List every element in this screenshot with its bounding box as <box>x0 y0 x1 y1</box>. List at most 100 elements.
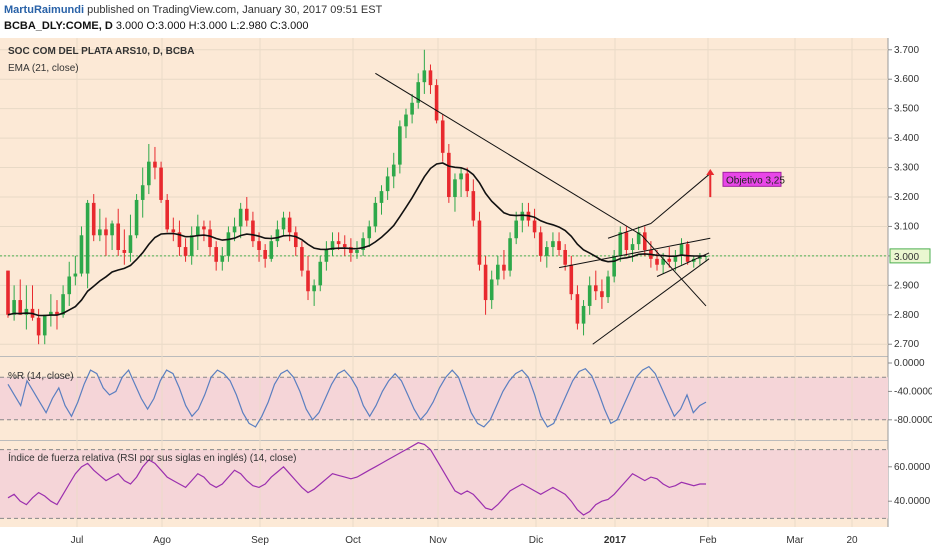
williams-r-label: %R (14, close) <box>8 371 74 382</box>
candle-body <box>398 126 402 165</box>
candle-body <box>67 276 72 295</box>
candle-body <box>24 308 29 315</box>
ohlc-line: BCBA_DLY:COME, D 3.000 O:3.000 H:3.000 L… <box>4 20 309 32</box>
price-scale-bg <box>888 0 932 550</box>
pane-labels: SOC COM DEL PLATA ARS10, D, BCBA EMA (21… <box>8 46 296 464</box>
candle-body <box>593 285 598 292</box>
x-tick-label: Ago <box>153 535 171 546</box>
candle-body <box>36 317 41 336</box>
candle-body <box>306 270 310 292</box>
candle-body <box>508 238 512 271</box>
x-tick-label: Dic <box>529 535 543 546</box>
chart-header: MartuRaimundi published on TradingView.c… <box>0 0 932 36</box>
candle-body <box>385 176 390 192</box>
candle-body <box>220 255 225 262</box>
candle-body <box>569 264 574 295</box>
ema-line <box>7 162 706 317</box>
lower-channel-line[interactable] <box>592 258 710 345</box>
price-tick-label: 3.600 <box>894 74 919 85</box>
candle-body <box>624 232 629 250</box>
price-tick-label: 3.200 <box>894 192 919 203</box>
ema-layer <box>7 162 706 317</box>
candle-body <box>128 235 133 253</box>
price-tick-label: 2.900 <box>894 280 919 291</box>
candle-body <box>575 294 580 324</box>
candle-body <box>496 264 500 280</box>
candle-body <box>110 223 114 236</box>
candle-body <box>551 241 555 248</box>
rsi-line <box>7 442 706 516</box>
x-tick-label: 2017 <box>604 535 627 546</box>
candle-body <box>673 255 678 262</box>
candle-body <box>520 211 525 221</box>
candle-body <box>91 202 96 236</box>
trendline-drawings[interactable]: Objetivo 3,25 <box>375 72 785 345</box>
candle-body <box>281 217 286 230</box>
candles <box>6 49 708 345</box>
target-projection[interactable] <box>650 173 711 224</box>
x-tick-label: Feb <box>699 535 717 546</box>
uptrend-top[interactable] <box>558 237 711 269</box>
candle-body <box>459 173 463 180</box>
candle-body <box>153 161 157 168</box>
candle-body <box>679 244 684 256</box>
candle-body <box>122 250 127 253</box>
inner-support[interactable] <box>656 252 710 277</box>
candle-body <box>214 247 218 262</box>
target-arrow-head[interactable] <box>706 168 715 175</box>
price-tick-label: 3.400 <box>894 133 919 144</box>
x-tick-label: Jul <box>71 535 84 546</box>
candle-body <box>563 250 567 265</box>
candle-body <box>471 191 476 221</box>
candle-body <box>447 152 451 197</box>
published-text: published on TradingView.com, January 30… <box>84 4 383 16</box>
candle-body <box>391 164 396 177</box>
candle-body <box>55 311 59 315</box>
candle-body <box>514 220 518 239</box>
x-tick-label: Mar <box>786 535 804 546</box>
publish-info: MartuRaimundi published on TradingView.c… <box>4 4 382 16</box>
downtrend-line[interactable] <box>375 72 642 236</box>
candle-body <box>275 229 280 242</box>
candle-body <box>642 232 647 250</box>
ema-label: EMA (21, close) <box>8 63 79 74</box>
candle-body <box>177 232 182 248</box>
candle-body <box>312 285 316 292</box>
rsi-tick-label: 60.0000 <box>894 462 931 473</box>
candle-body <box>489 279 494 301</box>
candle-body <box>428 70 433 86</box>
price-tick-label: 3.100 <box>894 221 919 232</box>
target-box[interactable] <box>722 171 782 187</box>
downtrend-extension[interactable] <box>641 234 707 307</box>
candle-body <box>545 247 549 256</box>
candle-body <box>318 261 323 286</box>
candle-body <box>416 82 421 103</box>
candle-body <box>159 167 163 200</box>
price-tick-label: 3.500 <box>894 104 919 115</box>
rsi-label: Índice de fuerza relativa (RSI por sus s… <box>8 451 296 464</box>
candle-body <box>532 220 537 233</box>
candle-body <box>263 250 267 259</box>
x-tick-label: 20 <box>846 535 858 546</box>
candle-body <box>196 226 200 236</box>
candle-body <box>116 223 121 250</box>
candle-body <box>98 229 102 236</box>
target-label[interactable]: Objetivo 3,25 <box>726 175 785 186</box>
author-link[interactable]: MartuRaimundi <box>4 4 85 16</box>
x-tick-label: Nov <box>429 535 447 546</box>
channel-top[interactable] <box>607 223 652 239</box>
candle-body <box>483 264 488 301</box>
candle-body <box>244 208 249 221</box>
price-tick-label: 3.300 <box>894 163 919 174</box>
candle-body <box>104 229 108 236</box>
candle-body <box>189 235 194 256</box>
candle-body <box>379 191 384 203</box>
candle-body <box>336 241 341 245</box>
candle-body <box>410 102 414 115</box>
candle-body <box>355 250 359 253</box>
candle-body <box>367 226 372 239</box>
candle-body <box>324 250 329 262</box>
chart-title: SOC COM DEL PLATA ARS10, D, BCBA <box>8 46 195 57</box>
